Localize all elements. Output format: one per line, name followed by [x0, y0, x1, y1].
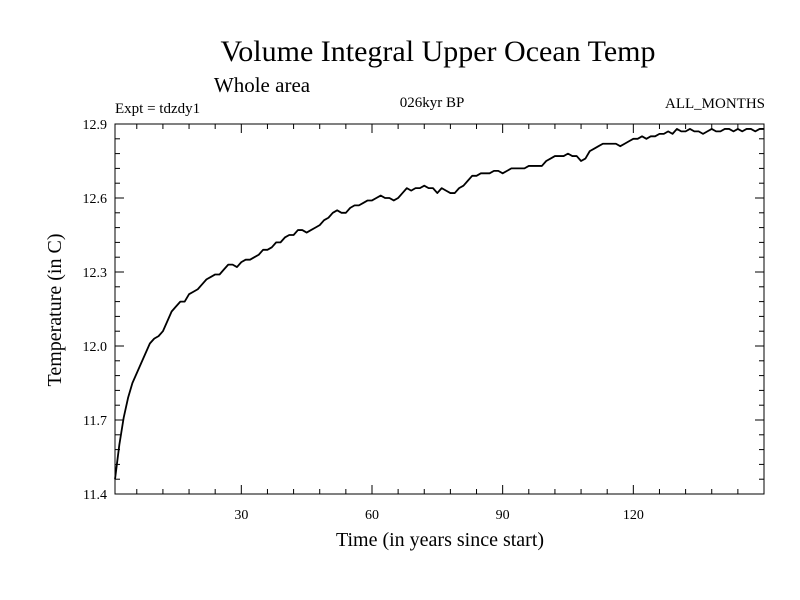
y-tick-label: 11.4	[83, 488, 107, 503]
x-tick-label: 90	[496, 508, 510, 523]
period-label: 026kyr BP	[400, 95, 465, 111]
x-axis-title: Time (in years since start)	[336, 529, 544, 551]
x-tick-label: 120	[623, 508, 644, 523]
chart-title: Volume Integral Upper Ocean Temp	[221, 35, 656, 68]
months-label: ALL_MONTHS	[665, 96, 765, 112]
plot-frame	[114, 123, 765, 495]
chart-subtitle: Whole area	[214, 73, 311, 97]
y-axis-title: Temperature (in C)	[44, 234, 66, 387]
x-tick-label: 60	[365, 508, 379, 523]
y-tick-label: 12.0	[83, 340, 108, 355]
series-line	[114, 128, 764, 480]
y-tick-label: 12.6	[83, 192, 108, 207]
series-layer	[114, 128, 764, 480]
y-axis-ticks: 11.4 11.7 12.0 12.3 12.6 12.9	[83, 118, 764, 503]
y-tick-label: 11.7	[83, 414, 107, 429]
experiment-label: Expt = tdzdy1	[115, 101, 200, 117]
y-tick-label: 12.9	[83, 118, 108, 133]
x-axis-ticks: 30 60 90 120	[136, 124, 739, 523]
x-tick-label: 30	[234, 508, 248, 523]
y-tick-label: 12.3	[83, 266, 108, 281]
